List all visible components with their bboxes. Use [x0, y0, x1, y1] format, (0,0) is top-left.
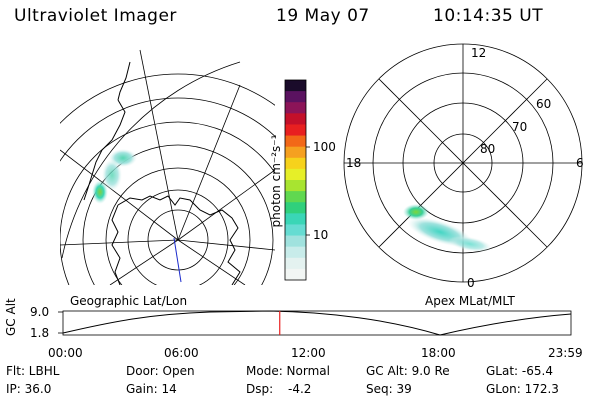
- colorbar-segment: [285, 91, 306, 103]
- colorbar-segment: [285, 191, 306, 203]
- glon-info: GLon: 172.3: [486, 382, 559, 396]
- door-info: Door: Open: [126, 364, 195, 378]
- glat-info: GLat: -65.4: [486, 364, 553, 378]
- mlt-label-12: 12: [471, 46, 487, 60]
- gain-info: Gain: 14: [126, 382, 177, 396]
- colorbar-segment: [285, 235, 306, 248]
- colorbar-segment: [285, 168, 306, 181]
- colorbar-segment: [285, 135, 306, 148]
- mode-info: Mode: Normal: [246, 364, 330, 378]
- date-label: 19 May 07: [276, 6, 370, 26]
- time-label: 10:14:35 UT: [433, 6, 544, 26]
- timeline-xtick-0000: 00:00: [48, 346, 83, 360]
- app-title: Ultraviolet Imager: [14, 6, 177, 26]
- colorbar-segment: [285, 213, 306, 225]
- timeline-ytick-9: 9.0: [30, 305, 50, 319]
- left-map-label: Geographic Lat/Lon: [70, 294, 188, 308]
- filter-info: Flt: LBHL: [6, 364, 60, 378]
- lat-label-80: 80: [480, 142, 496, 156]
- timeline-xtick-1800: 18:00: [421, 346, 456, 360]
- gc-alt-info: GC Alt: 9.0 Re: [366, 364, 450, 378]
- right-map-label: Apex MLat/MLT: [425, 294, 515, 308]
- dsp-label: Dsp:: [246, 382, 274, 396]
- colorbar-tick-10: 10: [313, 228, 329, 242]
- colorbar-segment: [285, 113, 306, 125]
- colorbar-segment: [285, 146, 306, 159]
- lat-label-60: 60: [536, 97, 552, 111]
- timeline-y-label: GC Alt: [4, 298, 18, 336]
- colorbar-tick-100: 100: [313, 140, 336, 154]
- colorbar-segment: [285, 246, 306, 259]
- colorbar-segment: [285, 202, 306, 214]
- timeline-xtick-0600: 06:00: [164, 346, 199, 360]
- colorbar-segment: [285, 124, 306, 137]
- colorbar-segment: [285, 157, 306, 170]
- mlt-label-6: 6: [576, 156, 584, 170]
- lat-label-70: 70: [512, 120, 528, 134]
- timeline-xtick-1200: 12:00: [291, 346, 326, 360]
- altitude-curve: [62, 310, 572, 336]
- ip-info: IP: 36.0: [6, 382, 52, 396]
- mlt-label-18: 18: [346, 156, 362, 170]
- dsp-value: -4.2: [288, 382, 312, 396]
- colorbar-segment: [285, 102, 306, 114]
- mlt-label-0: 0: [467, 276, 475, 290]
- colorbar-segment: [285, 268, 306, 281]
- timeline-xtick-2359: 23:59: [548, 346, 583, 360]
- colorbar-segment: [285, 257, 306, 270]
- timeline-ytick-1-8: 1.8: [30, 326, 50, 340]
- colorbar-segment: [285, 224, 306, 237]
- seq-info: Seq: 39: [366, 382, 412, 396]
- colorbar-segment: [285, 80, 306, 92]
- colorbar-segment: [285, 180, 306, 192]
